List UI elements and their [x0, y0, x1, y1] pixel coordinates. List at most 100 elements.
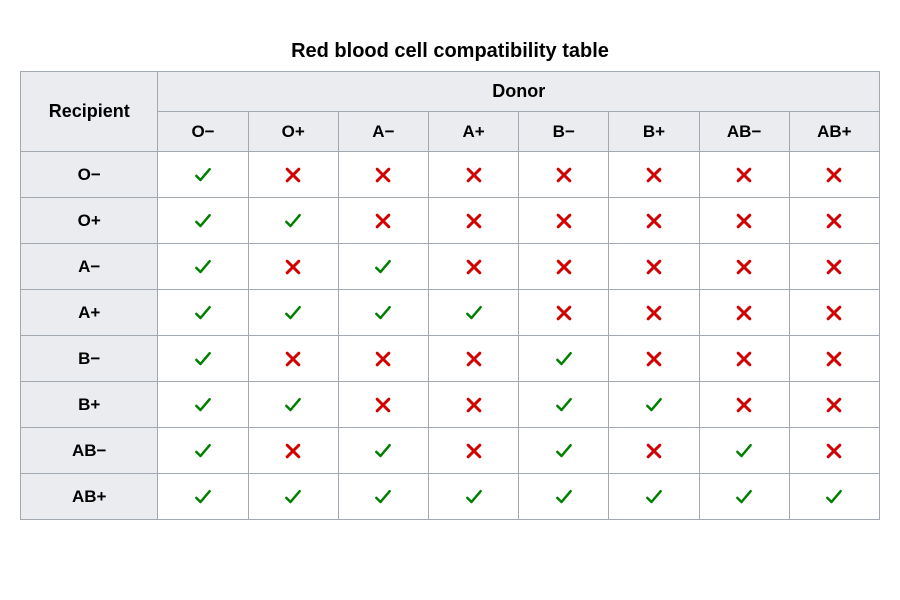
recipient-type-header: A− [21, 244, 158, 290]
cross-icon [700, 244, 789, 289]
compat-no-cell [248, 428, 338, 474]
compatibility-table: Recipient Donor O−O+A−A+B−B+AB−AB+ O− O+… [20, 71, 880, 520]
compat-yes-cell [519, 428, 609, 474]
table-row: A− [21, 244, 880, 290]
compat-no-cell [338, 198, 428, 244]
compat-no-cell [789, 152, 879, 198]
compat-no-cell [519, 244, 609, 290]
compat-no-cell [429, 428, 519, 474]
cross-icon [790, 244, 879, 289]
check-icon [790, 474, 879, 519]
compat-yes-cell [338, 290, 428, 336]
check-icon [158, 428, 247, 473]
donor-type-header: A+ [429, 112, 519, 152]
cross-icon [700, 382, 789, 427]
recipient-type-header: B+ [21, 382, 158, 428]
check-icon [249, 290, 338, 335]
recipient-type-header: AB− [21, 428, 158, 474]
cross-icon [700, 290, 789, 335]
check-icon [429, 474, 518, 519]
table-body: O− O+ A− A+ [21, 152, 880, 520]
compat-yes-cell [248, 290, 338, 336]
donor-type-header: O+ [248, 112, 338, 152]
cross-icon [700, 152, 789, 197]
compat-no-cell [789, 198, 879, 244]
table-row: B+ [21, 382, 880, 428]
cross-icon [249, 336, 338, 381]
donor-type-header: B− [519, 112, 609, 152]
cross-icon [790, 428, 879, 473]
compat-yes-cell [429, 474, 519, 520]
cross-icon [429, 336, 518, 381]
compat-no-cell [789, 336, 879, 382]
compat-yes-cell [699, 474, 789, 520]
check-icon [249, 474, 338, 519]
compat-yes-cell [248, 474, 338, 520]
donor-type-header: AB− [699, 112, 789, 152]
check-icon [519, 382, 608, 427]
compat-yes-cell [248, 198, 338, 244]
check-icon [609, 474, 698, 519]
header-row-top: Recipient Donor [21, 72, 880, 112]
check-icon [158, 336, 247, 381]
check-icon [158, 152, 247, 197]
recipient-type-header: A+ [21, 290, 158, 336]
recipient-type-header: O− [21, 152, 158, 198]
compat-no-cell [699, 382, 789, 428]
cross-icon [790, 382, 879, 427]
compat-yes-cell [338, 428, 428, 474]
check-icon [339, 290, 428, 335]
compat-yes-cell [519, 474, 609, 520]
check-icon [700, 428, 789, 473]
check-icon [158, 244, 247, 289]
cross-icon [700, 336, 789, 381]
compat-no-cell [699, 244, 789, 290]
compat-yes-cell [158, 382, 248, 428]
check-icon [249, 382, 338, 427]
check-icon [158, 474, 247, 519]
compat-yes-cell [609, 474, 699, 520]
cross-icon [790, 152, 879, 197]
compat-no-cell [699, 336, 789, 382]
cross-icon [609, 152, 698, 197]
check-icon [429, 290, 518, 335]
compat-no-cell [429, 152, 519, 198]
compat-no-cell [789, 382, 879, 428]
compat-no-cell [609, 152, 699, 198]
compat-yes-cell [338, 244, 428, 290]
cross-icon [609, 428, 698, 473]
check-icon [249, 198, 338, 243]
table-row: O+ [21, 198, 880, 244]
table-row: AB− [21, 428, 880, 474]
cross-icon [339, 152, 428, 197]
cross-icon [429, 428, 518, 473]
compat-no-cell [338, 382, 428, 428]
compat-no-cell [338, 336, 428, 382]
compat-yes-cell [248, 382, 338, 428]
compat-no-cell [609, 244, 699, 290]
compat-no-cell [699, 290, 789, 336]
cross-icon [519, 198, 608, 243]
compat-yes-cell [519, 336, 609, 382]
cross-icon [429, 244, 518, 289]
donor-type-header: O− [158, 112, 248, 152]
cross-icon [429, 198, 518, 243]
check-icon [519, 428, 608, 473]
compat-yes-cell [158, 152, 248, 198]
compat-yes-cell [158, 198, 248, 244]
compat-no-cell [248, 152, 338, 198]
compat-yes-cell [699, 428, 789, 474]
check-icon [158, 382, 247, 427]
cross-icon [339, 336, 428, 381]
compat-no-cell [699, 198, 789, 244]
check-icon [339, 474, 428, 519]
check-icon [609, 382, 698, 427]
table-row: A+ [21, 290, 880, 336]
compat-no-cell [789, 290, 879, 336]
compat-yes-cell [609, 382, 699, 428]
compat-no-cell [429, 244, 519, 290]
recipient-type-header: O+ [21, 198, 158, 244]
table-head: Recipient Donor O−O+A−A+B−B+AB−AB+ [21, 72, 880, 152]
check-icon [700, 474, 789, 519]
compat-yes-cell [789, 474, 879, 520]
